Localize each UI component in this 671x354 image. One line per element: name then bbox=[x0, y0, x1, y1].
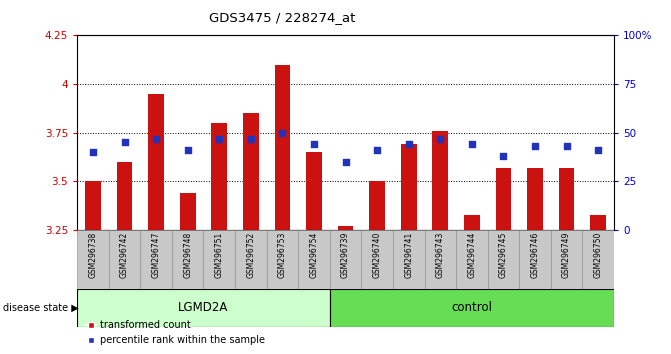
Bar bbox=[362, 230, 393, 289]
Point bbox=[561, 143, 572, 149]
Text: GSM296744: GSM296744 bbox=[468, 232, 476, 278]
Bar bbox=[393, 230, 425, 289]
Bar bbox=[425, 230, 456, 289]
Bar bbox=[329, 289, 614, 327]
Text: GSM296754: GSM296754 bbox=[309, 232, 319, 278]
Text: GSM296742: GSM296742 bbox=[120, 232, 129, 278]
Bar bbox=[338, 226, 354, 230]
Bar bbox=[551, 230, 582, 289]
Bar bbox=[559, 168, 574, 230]
Bar bbox=[266, 230, 298, 289]
Bar bbox=[77, 289, 329, 327]
Text: GSM296740: GSM296740 bbox=[372, 232, 382, 278]
Bar bbox=[488, 230, 519, 289]
Text: GSM296747: GSM296747 bbox=[152, 232, 160, 278]
Text: GSM296752: GSM296752 bbox=[246, 232, 256, 278]
Bar bbox=[369, 181, 385, 230]
Text: GSM296751: GSM296751 bbox=[215, 232, 223, 278]
Bar bbox=[582, 230, 614, 289]
Point bbox=[340, 159, 351, 165]
Point bbox=[372, 147, 382, 153]
Bar bbox=[496, 168, 511, 230]
Bar bbox=[306, 152, 322, 230]
Bar bbox=[527, 168, 543, 230]
Point bbox=[88, 149, 99, 155]
Point bbox=[435, 136, 446, 142]
Text: disease state ▶: disease state ▶ bbox=[3, 303, 79, 313]
Point bbox=[592, 147, 603, 153]
Point bbox=[183, 147, 193, 153]
Point bbox=[151, 136, 162, 142]
Bar bbox=[77, 230, 109, 289]
Bar bbox=[464, 215, 480, 230]
Text: GSM296750: GSM296750 bbox=[594, 232, 603, 278]
Point bbox=[309, 142, 319, 147]
Point bbox=[403, 142, 414, 147]
Bar bbox=[180, 193, 195, 230]
Text: GSM296743: GSM296743 bbox=[435, 232, 445, 278]
Point bbox=[277, 130, 288, 136]
Text: GDS3475 / 228274_at: GDS3475 / 228274_at bbox=[209, 11, 355, 24]
Bar bbox=[109, 230, 140, 289]
Bar bbox=[298, 230, 329, 289]
Point bbox=[529, 143, 540, 149]
Bar bbox=[140, 230, 172, 289]
Text: LGMD2A: LGMD2A bbox=[178, 302, 229, 314]
Bar bbox=[211, 123, 227, 230]
Text: GSM296738: GSM296738 bbox=[89, 232, 97, 278]
Text: GSM296749: GSM296749 bbox=[562, 232, 571, 278]
Bar bbox=[235, 230, 266, 289]
Text: control: control bbox=[452, 302, 493, 314]
Bar bbox=[85, 181, 101, 230]
Point bbox=[246, 136, 256, 142]
Bar bbox=[519, 230, 551, 289]
Bar bbox=[432, 131, 448, 230]
Bar bbox=[401, 144, 417, 230]
Bar bbox=[203, 230, 235, 289]
Bar bbox=[172, 230, 203, 289]
Text: GSM296748: GSM296748 bbox=[183, 232, 192, 278]
Legend: transformed count, percentile rank within the sample: transformed count, percentile rank withi… bbox=[82, 316, 268, 349]
Text: GSM296746: GSM296746 bbox=[531, 232, 539, 278]
Text: GSM296741: GSM296741 bbox=[404, 232, 413, 278]
Bar bbox=[274, 65, 291, 230]
Bar bbox=[243, 113, 259, 230]
Point bbox=[119, 139, 130, 145]
Bar bbox=[329, 230, 362, 289]
Point bbox=[498, 153, 509, 159]
Point bbox=[214, 136, 225, 142]
Text: GSM296745: GSM296745 bbox=[499, 232, 508, 278]
Text: GSM296739: GSM296739 bbox=[341, 232, 350, 278]
Text: GSM296753: GSM296753 bbox=[278, 232, 287, 278]
Point bbox=[466, 142, 477, 147]
Bar bbox=[456, 230, 488, 289]
Bar bbox=[117, 162, 132, 230]
Bar bbox=[590, 215, 606, 230]
Bar bbox=[148, 94, 164, 230]
